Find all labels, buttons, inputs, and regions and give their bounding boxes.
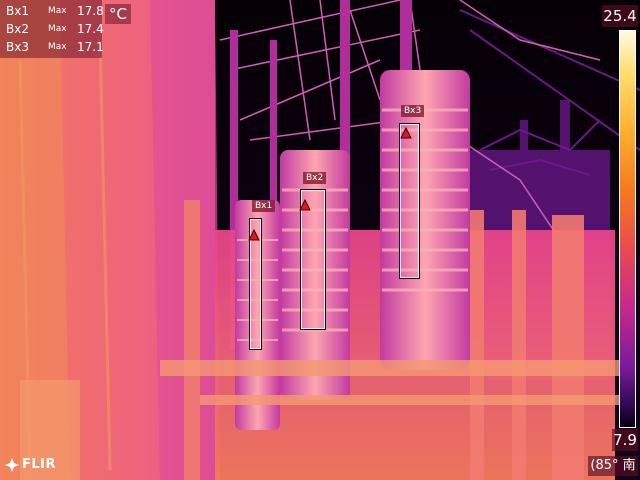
measurement-stat: Max [48,6,67,16]
measurement-stat: Max [48,42,67,52]
measurement-row-bx1: Bx1 Max 17.8 [0,2,104,20]
box-tag-bx3: Bx3 [401,105,425,117]
measurement-stat: Max [48,24,67,34]
measurement-box-bx1[interactable] [249,218,262,350]
scale-max-label: 25.4 [602,5,638,27]
measurement-box-bx2[interactable] [300,189,326,330]
box-tag-bx1: Bx1 [252,200,276,212]
flir-logo-text: FLIR [22,457,57,472]
measurement-value: 17.1 [77,40,104,54]
bottom-readout: (85° 南 [588,456,638,476]
hotspot-marker-icon [400,127,412,139]
hotspot-marker-icon [248,229,260,241]
measurement-panel: Bx1 Max 17.8 Bx2 Max 17.4 Bx3 Max 17.1 [0,0,104,58]
measurement-value: 17.4 [77,22,104,36]
flir-logo-icon [5,458,19,472]
scale-min-label: 7.9 [612,429,638,451]
hotspot-marker-icon [299,199,311,211]
measurement-label: Bx2 [6,22,29,36]
measurement-row-bx2: Bx2 Max 17.4 [0,20,104,38]
measurement-label: Bx3 [6,40,29,54]
measurement-box-bx3[interactable] [399,123,420,279]
color-scale-bar [619,30,636,428]
box-tag-bx2: Bx2 [303,172,327,184]
measurement-row-bx3: Bx3 Max 17.1 [0,38,104,56]
measurement-value: 17.8 [77,4,104,18]
measurement-label: Bx1 [6,4,29,18]
temperature-unit: °C [105,4,131,24]
